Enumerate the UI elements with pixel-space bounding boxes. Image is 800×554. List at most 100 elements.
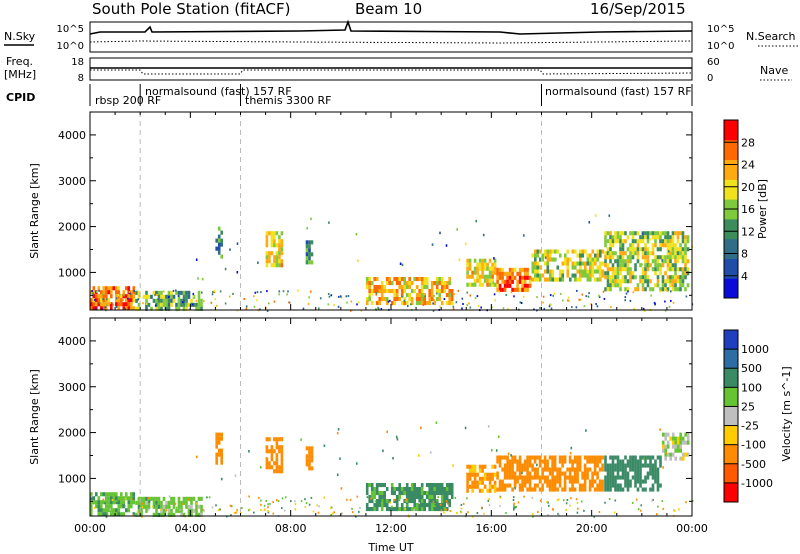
freq-panel: Freq. [MHz] 18 8 60 0 Nave [4, 55, 792, 84]
velocity-y-tick-label: 3000 [58, 381, 86, 394]
velocity-colorbar-tick: -500 [741, 458, 766, 471]
freq-left-tick-bottom: 8 [78, 73, 84, 84]
freq-right-tick-top: 60 [707, 57, 720, 68]
x-tick-label: 12:00 [375, 522, 407, 535]
power-colorbar-swatch [724, 258, 738, 279]
velocity-y-tick-label: 4000 [58, 335, 86, 348]
beam-label: Beam 10 [355, 0, 422, 18]
power-y-tick-label: 4000 [58, 129, 86, 142]
velocity-colorbar-swatch [724, 444, 738, 465]
velocity-colorbar-swatch [724, 463, 738, 484]
x-tick-label: 20:00 [576, 522, 608, 535]
velocity-colorbar-swatch [724, 406, 738, 427]
power-colorbar-tick: 4 [741, 270, 748, 283]
power-colorbar-swatch [724, 179, 738, 200]
velocity-region [215, 432, 223, 465]
velocity-region [305, 446, 314, 471]
noise-search-trace [89, 40, 693, 44]
velocity-scatter-points [90, 421, 694, 518]
x-tick-label: 16:00 [475, 522, 507, 535]
velocity-colorbar-tick: 100 [741, 381, 762, 394]
x-axis-label: Time UT [367, 541, 413, 554]
velocity-colorbar-swatch [724, 387, 738, 407]
cpid-segment-marks [139, 84, 542, 106]
power-y-tick-label: 2000 [58, 221, 86, 234]
station-title: South Pole Station (fitACF) [92, 0, 290, 18]
cpid-segment-rbsp: rbsp 200 RF [95, 94, 161, 107]
freq-label-line1: Freq. [6, 55, 33, 68]
power-region [265, 231, 284, 268]
noise-right-tick-top: 10^5 [707, 24, 734, 35]
power-y-tick-label: 1000 [58, 266, 86, 279]
noise-sky-label: N.Sky [4, 30, 36, 43]
velocity-colorbar-tick: -100 [741, 439, 766, 452]
power-scatter-points [91, 214, 694, 312]
x-tick-label: 00:00 [74, 522, 106, 535]
power-colorbar-tick: 12 [741, 225, 755, 238]
power-colorbar-swatch [724, 159, 738, 180]
power-region [466, 258, 497, 287]
velocity-colorbar-swatch [724, 349, 738, 369]
cpid-strip: CPID rbsp 200 RF normalsound (fast) 157 … [6, 84, 693, 107]
velocity-y-axis-label: Slant Range [km] [28, 369, 41, 465]
velocity-y-axis: 1000 2000 3000 4000 [58, 335, 692, 502]
velocity-colorbar: 1000 500 100 25 -25 -100 -500 -1000 Velocity [m… [723, 329, 793, 503]
velocity-region [604, 455, 662, 492]
noise-sky-trace [89, 19, 693, 35]
velocity-y-tick-label: 1000 [58, 472, 86, 485]
velocity-colorbar-label: Velocity [m s^-1] [780, 366, 793, 461]
power-region [215, 226, 223, 259]
velocity-y-tick-label: 2000 [58, 427, 86, 440]
power-region [604, 231, 690, 292]
noise-panel-frame [89, 21, 693, 53]
date-label: 16/Sep/2015 [590, 0, 686, 18]
power-colorbar-label: Power [dB] [756, 179, 769, 239]
cpid-segment-themis: themis 3300 RF [245, 94, 332, 107]
x-tick-label: 08:00 [275, 522, 307, 535]
cpid-segment-normalsound-1: normalsound (fast) 157 RF [145, 85, 292, 98]
freq-right-tick-bottom: 0 [707, 73, 713, 84]
freq-left-tick-top: 18 [71, 57, 84, 68]
velocity-colorbar-tick: 25 [741, 400, 755, 413]
power-colorbar-swatch [724, 238, 738, 259]
velocity-colorbar-swatch [724, 425, 738, 446]
power-x-ticks [89, 112, 693, 310]
freq-label-line2: [MHz] [4, 68, 36, 81]
velocity-colorbar-tick: 1000 [741, 343, 769, 356]
power-colorbar-swatch [724, 278, 738, 299]
velocity-data-regions [90, 432, 690, 517]
velocity-region [90, 492, 136, 517]
velocity-region [265, 437, 284, 474]
noise-right-tick-bottom: 10^0 [707, 41, 734, 52]
velocity-colorbar-swatch [724, 330, 738, 350]
power-region [305, 240, 314, 265]
velocity-x-axis: 00:00 04:00 08:00 12:00 16:00 20:00 00:00 [74, 318, 708, 535]
nave-trace [90, 69, 693, 75]
velocity-colorbar-tick: 500 [741, 362, 762, 375]
nave-label: Nave [760, 64, 788, 77]
power-colorbar-swatch [724, 139, 738, 161]
power-y-tick-label: 3000 [58, 175, 86, 188]
power-cpid-lines [139, 112, 542, 310]
power-colorbar-tick: 16 [741, 203, 755, 216]
velocity-colorbar-swatch [724, 368, 738, 388]
velocity-colorbar-frame [723, 329, 739, 503]
noise-left-tick-top: 10^5 [57, 24, 84, 35]
power-data-regions [90, 226, 690, 311]
power-region [365, 277, 454, 306]
power-colorbar-tick: 24 [741, 159, 755, 172]
power-colorbar: 4 8 12 16 20 24 28 Power [dB] [723, 119, 769, 299]
x-tick-label: 00:00 [676, 522, 708, 535]
velocity-region [466, 464, 497, 493]
cpid-label: CPID [6, 91, 35, 104]
noise-panel: N.Sky 10^5 10^0 10^5 10^0 N.Search [4, 19, 798, 53]
noise-search-label: N.Search [746, 30, 796, 43]
power-colorbar-tick: 28 [741, 136, 755, 149]
power-colorbar-tick: 20 [741, 181, 755, 194]
power-region [496, 267, 532, 292]
velocity-colorbar-tick: -25 [741, 420, 759, 433]
velocity-region [496, 455, 604, 492]
power-colorbar-tick: 8 [741, 248, 748, 261]
velocity-cpid-lines [139, 318, 542, 516]
